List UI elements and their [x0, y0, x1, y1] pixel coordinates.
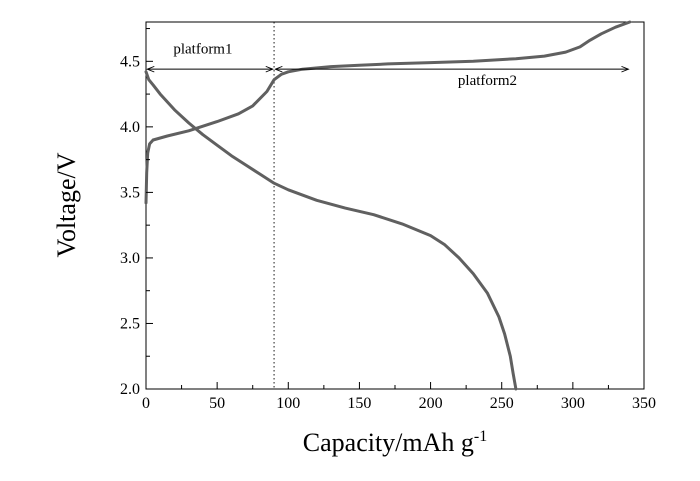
x-tick-label: 0: [142, 395, 150, 412]
x-tick-label: 100: [276, 395, 300, 412]
y-tick-label: 4.0: [120, 119, 140, 136]
plot-frame: [145, 21, 645, 390]
x-axis-title-superscript: -1: [474, 428, 487, 445]
x-tick-label: 50: [209, 395, 225, 412]
annotation-label: platform1: [173, 41, 232, 57]
y-tick-label: 2.5: [120, 315, 140, 332]
x-tick-label: 250: [490, 395, 514, 412]
y-tick-label: 2.0: [120, 381, 140, 398]
series-line-2: [144, 70, 518, 391]
y-axis-title: Voltage/V: [52, 152, 81, 257]
x-axis-title-main: Capacity/mAh g: [303, 428, 474, 457]
x-tick-label: 150: [347, 395, 371, 412]
x-tick-label: 350: [632, 395, 656, 412]
y-tick-label: 3.0: [120, 250, 140, 267]
x-axis-title: Capacity/mAh g-1: [303, 428, 487, 457]
annotation-label: platform2: [458, 73, 517, 89]
y-tick-label: 4.5: [120, 53, 140, 70]
x-tick-label: 200: [419, 395, 443, 412]
x-tick-label: 300: [561, 395, 585, 412]
y-tick-label: 3.5: [120, 184, 140, 201]
